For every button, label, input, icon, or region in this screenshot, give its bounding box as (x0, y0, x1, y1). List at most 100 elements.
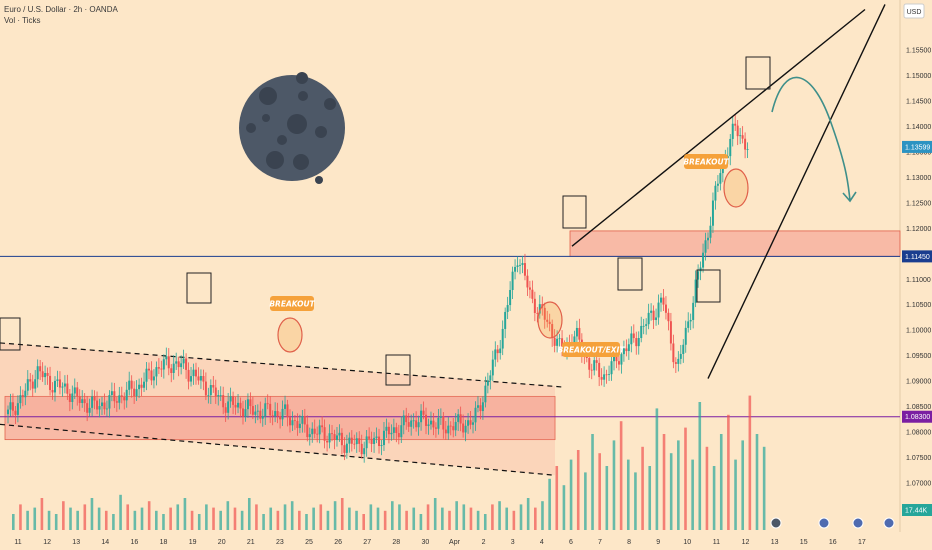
volume-bar (33, 507, 37, 530)
volume-bar (155, 510, 158, 530)
candle-body (298, 423, 301, 429)
candle-body (719, 173, 722, 184)
candle-body (598, 362, 601, 378)
volume-bar (233, 507, 237, 530)
volume-bar (333, 501, 337, 530)
candle-body (237, 402, 240, 408)
volume-bar (104, 510, 108, 530)
candle-body (556, 338, 559, 346)
candle-body (187, 369, 190, 382)
pivot-box (696, 269, 721, 303)
candle-body (506, 305, 509, 312)
candle-body (459, 414, 462, 424)
projection-arrow (771, 76, 851, 201)
volume-bar (619, 421, 623, 530)
candle-body (402, 415, 405, 426)
volume-bar (126, 504, 130, 530)
volume-bar (162, 514, 165, 530)
candle-body (543, 307, 546, 320)
y-tick-label: 1.12000 (906, 226, 931, 233)
candle-body (274, 411, 277, 417)
candle-body (251, 406, 254, 415)
x-tick-label: 6 (569, 539, 573, 546)
candle-body (296, 420, 299, 429)
candle-body (63, 383, 66, 387)
candle-body (622, 348, 625, 355)
candle-body (714, 185, 717, 201)
candle-body (514, 266, 517, 272)
candle-body (627, 344, 630, 352)
volume-bar (741, 440, 744, 530)
pivot-box (385, 354, 411, 386)
candle-body (288, 417, 291, 426)
level-tag-lower: 1.08300 (905, 414, 930, 421)
volume-bar (262, 514, 265, 530)
candle-body (734, 123, 737, 126)
candle-body (155, 367, 158, 377)
event-marker (852, 517, 864, 529)
candle-body (615, 353, 618, 362)
volume-bar (290, 501, 294, 530)
volume-bar (426, 504, 430, 530)
volume-bar (54, 514, 58, 530)
candle-body (256, 410, 259, 412)
candle-body (133, 388, 136, 397)
volume-bar (555, 466, 559, 530)
candle-body (575, 327, 578, 337)
current-price-tag-bg (902, 140, 932, 153)
candle-body (682, 344, 685, 354)
symbol-title: Euro / U.S. Dollar · 2h · OANDA (4, 5, 118, 14)
candle-body (674, 362, 677, 364)
candle-body (741, 135, 744, 139)
volume-bar (219, 510, 222, 530)
x-tick-label: 11 (713, 539, 720, 546)
candle-body (504, 311, 507, 329)
volume-bar (247, 498, 251, 530)
volume-bar (369, 504, 373, 530)
candle-body (343, 445, 346, 453)
candle-body (96, 400, 99, 410)
candle-body (664, 304, 667, 313)
candle-body (444, 429, 447, 434)
candle-body (400, 425, 403, 438)
candle-body (29, 379, 32, 382)
volume-bar (548, 478, 551, 530)
volume-bar (90, 498, 94, 530)
candle-body (415, 420, 418, 428)
candle-body (370, 438, 373, 444)
candle-body (207, 395, 210, 396)
candle-body (578, 327, 581, 340)
candle-body (509, 289, 512, 306)
candle-body (271, 415, 274, 417)
breakout-label-bg (270, 296, 314, 311)
pivot-box (617, 257, 643, 291)
candle-body (103, 402, 106, 410)
x-tick-label: 12 (43, 539, 51, 546)
candle-body (662, 297, 665, 305)
candle-body (56, 379, 59, 381)
y-tick-label: 1.13500 (906, 150, 931, 157)
candle-body (279, 416, 282, 420)
candle-body (19, 395, 22, 404)
candle-body (687, 321, 690, 328)
wedge-upper-line (571, 8, 866, 247)
candle-body (110, 391, 113, 396)
volume-bar (512, 510, 516, 530)
volume-bar (419, 514, 423, 530)
candle-body (254, 411, 257, 415)
x-tick-label: 3 (511, 539, 515, 546)
volume-bar (140, 507, 144, 530)
candle-body (190, 376, 193, 382)
candle-body (657, 302, 660, 318)
candle-body (16, 403, 19, 415)
candle-body (595, 360, 598, 363)
candle-body (350, 437, 353, 444)
candle-body (338, 432, 341, 436)
breakout-exit-label: BREAKOUT/EXIT (558, 342, 625, 357)
x-tick-label: 20 (218, 539, 226, 546)
candle-body (417, 422, 420, 428)
volume-bar (669, 453, 673, 530)
candle-body (397, 433, 400, 438)
